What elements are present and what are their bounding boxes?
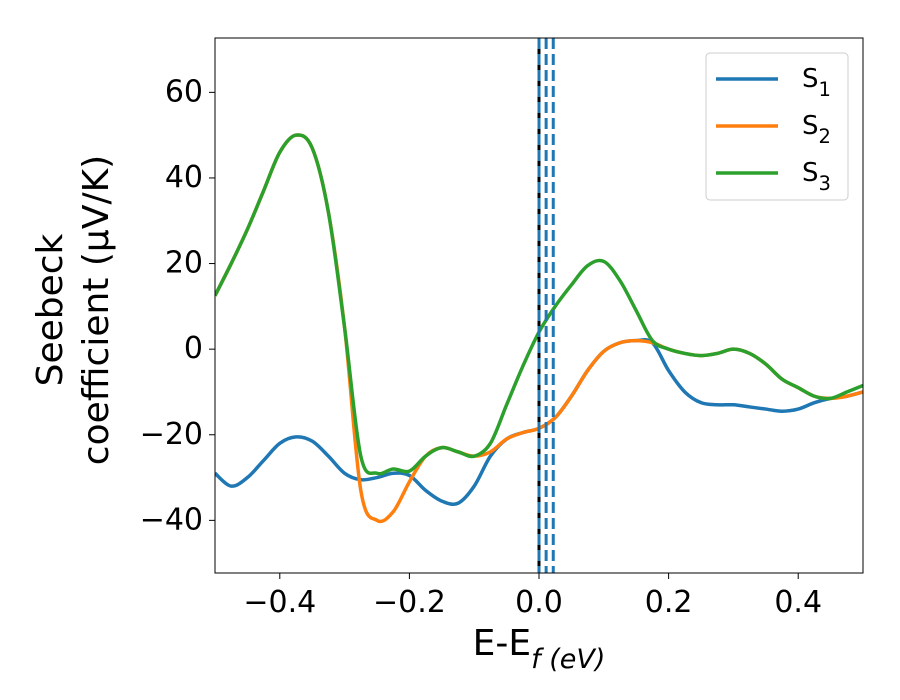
plot-area xyxy=(215,38,863,573)
x-tick-label: −0.2 xyxy=(373,585,446,620)
x-tick-label: 0.2 xyxy=(645,585,693,620)
y-tick-label: 60 xyxy=(165,74,203,109)
legend-label: S1 xyxy=(802,64,831,102)
y-tick-label: 40 xyxy=(165,159,203,194)
legend-label: S3 xyxy=(802,158,831,196)
y-tick-label: 20 xyxy=(165,245,203,280)
series-line xyxy=(215,133,863,476)
x-axis-label: E-Ef (eV) xyxy=(473,623,606,675)
y-tick-label: −20 xyxy=(140,416,203,451)
x-tick-label: 0.0 xyxy=(515,585,563,620)
y-axis-label: coefficient (μV/K) xyxy=(76,155,117,465)
y-tick-label: −40 xyxy=(140,502,203,537)
legend-label: S2 xyxy=(802,111,831,149)
x-tick-label: 0.4 xyxy=(774,585,822,620)
x-tick-label: −0.4 xyxy=(243,585,316,620)
y-tick-label: 0 xyxy=(184,331,203,366)
y-axis-label: Seebeck xyxy=(30,233,71,386)
